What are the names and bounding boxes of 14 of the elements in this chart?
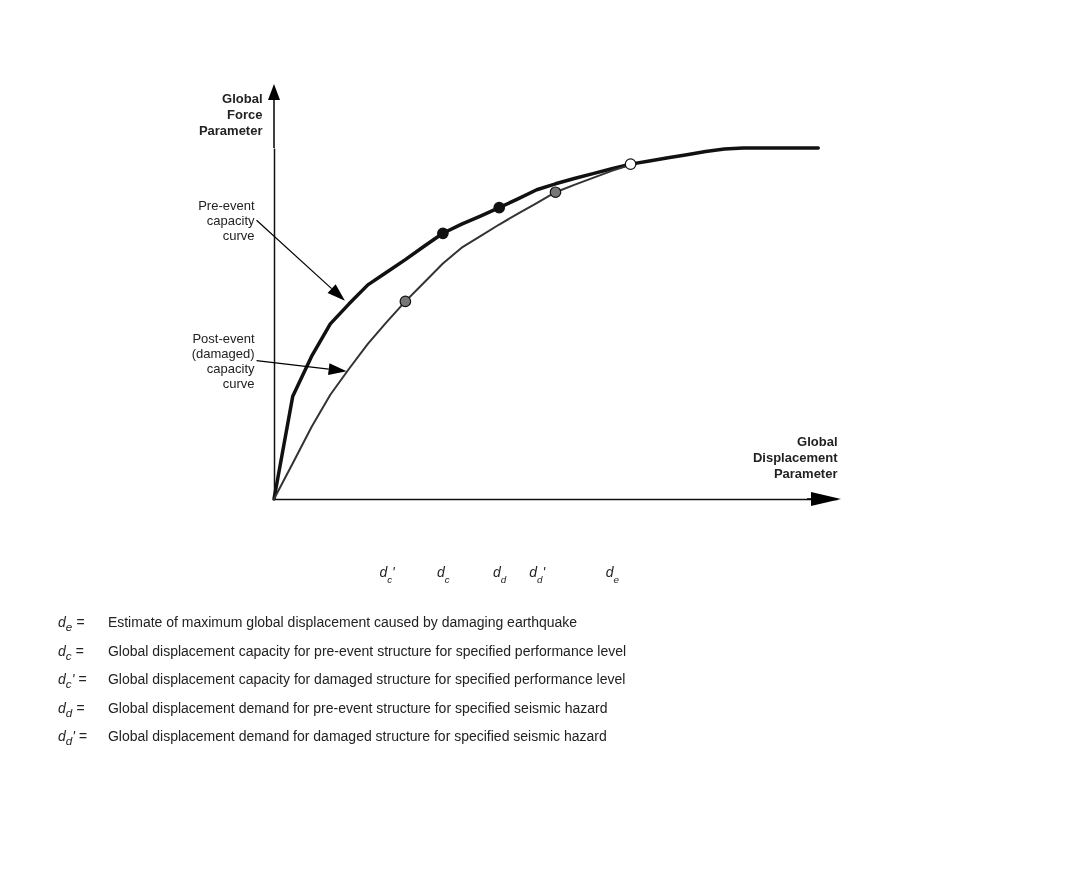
x-tick-label: d$_{e}$ xyxy=(605,563,620,584)
x-tick-label: d$_{d}$ xyxy=(493,563,507,584)
x-axis-title: Global Displacement Parameter xyxy=(752,433,839,481)
text: Post-event (damaged) capacity curve xyxy=(191,330,255,391)
text: d$_{c}$' = Global displacement capacity for damaged structure for specified performance level xyxy=(58,671,626,690)
y-axis-title: Global Force Parameter xyxy=(198,90,263,138)
text: d$_{e}$ = Estimate of maximum global displacement caused by damaging earthquake xyxy=(58,614,578,633)
text: d$_{d}$ = Global displacement demand for pre-event structure for specified seismic hazard xyxy=(58,699,608,719)
x-tick-label: d$_{c}$' xyxy=(379,563,397,584)
text: Pre-event capacity curve xyxy=(198,197,255,243)
text: d$_{d}$' = Global displacement demand for damaged structure for specified seismic hazard xyxy=(58,728,607,747)
x-tick-label: d$_{c}$ xyxy=(437,563,450,584)
text: d$_{c}$ = Global displacement capacity for pre-event structure for specified performance level xyxy=(58,642,627,662)
x-tick-label: d$_{d}$' xyxy=(529,563,547,584)
